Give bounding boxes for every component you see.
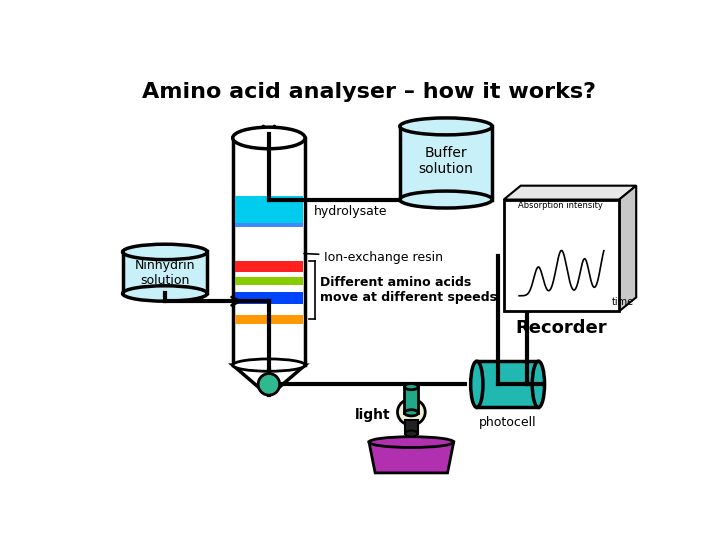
Text: photocell: photocell bbox=[479, 416, 536, 429]
Ellipse shape bbox=[233, 359, 305, 372]
Polygon shape bbox=[619, 186, 636, 311]
Text: Ion-exchange resin: Ion-exchange resin bbox=[304, 251, 444, 264]
Text: waste: waste bbox=[388, 450, 435, 464]
Ellipse shape bbox=[122, 244, 207, 260]
Bar bbox=[235, 222, 303, 227]
Ellipse shape bbox=[471, 361, 483, 408]
Text: Recorder: Recorder bbox=[516, 319, 607, 337]
Text: light: light bbox=[355, 408, 391, 422]
Bar bbox=[504, 200, 619, 311]
Text: hydrolysate: hydrolysate bbox=[315, 205, 388, 218]
Bar bbox=[405, 420, 418, 434]
Ellipse shape bbox=[258, 374, 279, 395]
Ellipse shape bbox=[405, 430, 418, 437]
Ellipse shape bbox=[532, 361, 544, 408]
Text: Buffer
solution: Buffer solution bbox=[418, 146, 474, 176]
Bar bbox=[235, 276, 303, 285]
Polygon shape bbox=[521, 186, 636, 298]
Ellipse shape bbox=[397, 399, 426, 425]
Bar bbox=[235, 315, 303, 325]
Text: Absorption intensity: Absorption intensity bbox=[518, 200, 603, 210]
Text: Different amino acids
move at different speeds: Different amino acids move at different … bbox=[320, 276, 498, 304]
Text: Ninhydrin
solution: Ninhydrin solution bbox=[135, 259, 195, 287]
Ellipse shape bbox=[122, 286, 207, 301]
Bar bbox=[233, 138, 305, 365]
Bar bbox=[235, 292, 303, 304]
Bar bbox=[235, 261, 303, 272]
Ellipse shape bbox=[400, 118, 492, 135]
Text: Amino acid analyser – how it works?: Amino acid analyser – how it works? bbox=[142, 82, 596, 102]
Bar bbox=[235, 195, 303, 222]
Ellipse shape bbox=[405, 383, 418, 390]
Polygon shape bbox=[369, 442, 454, 473]
Bar bbox=[122, 251, 207, 294]
Bar bbox=[405, 386, 418, 413]
Bar bbox=[400, 126, 492, 200]
Text: time: time bbox=[611, 298, 634, 307]
Ellipse shape bbox=[405, 410, 418, 416]
Bar bbox=[477, 361, 539, 408]
Ellipse shape bbox=[400, 191, 492, 208]
Ellipse shape bbox=[233, 127, 305, 148]
Polygon shape bbox=[504, 186, 636, 200]
Ellipse shape bbox=[369, 437, 454, 448]
Polygon shape bbox=[233, 365, 305, 388]
